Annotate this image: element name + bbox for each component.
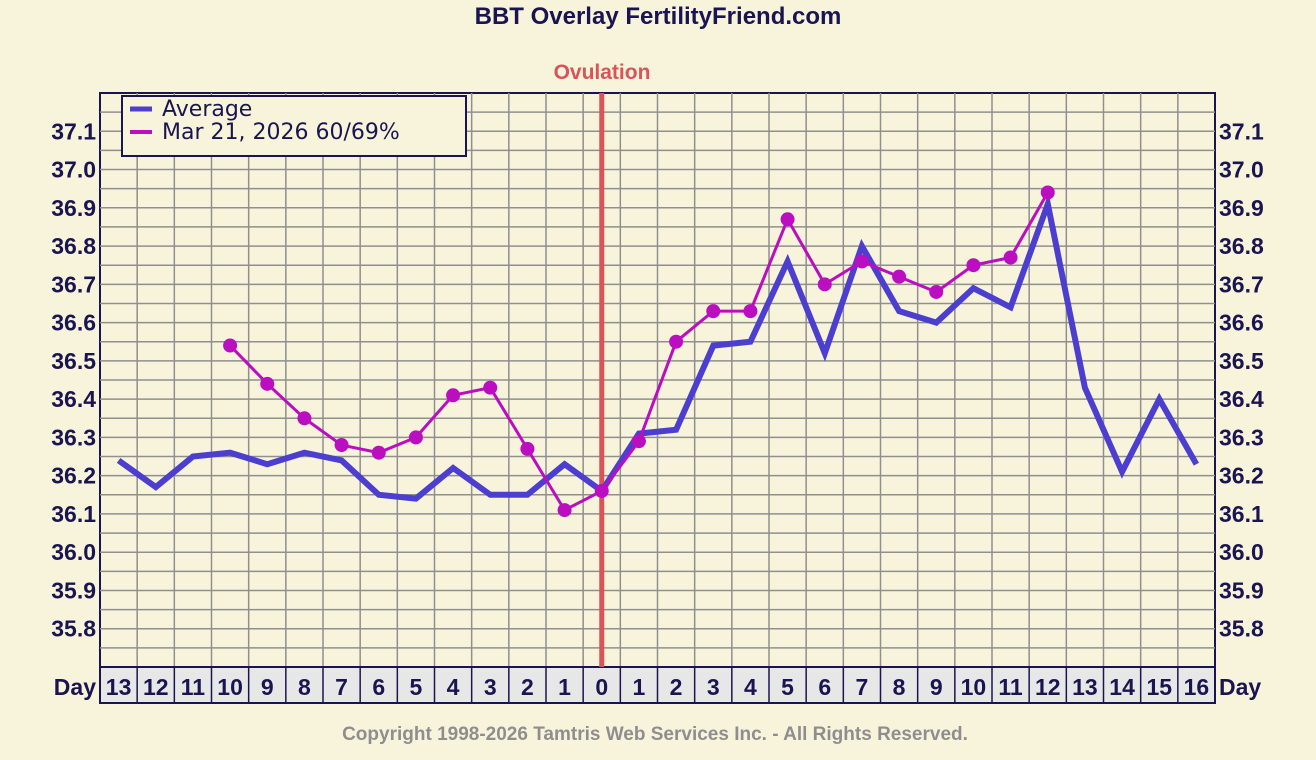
- y-tick-label-left: 35.9: [51, 577, 96, 603]
- x-tick-label: 13: [1072, 674, 1098, 700]
- x-tick-label: 11: [181, 674, 206, 700]
- x-tick-label: 3: [707, 674, 720, 700]
- y-tick-label-left: 37.0: [51, 157, 96, 183]
- series-point-cycle: [594, 483, 609, 498]
- series-point-cycle: [780, 212, 795, 227]
- series-point-cycle: [334, 438, 349, 453]
- x-axis-label-right: Day: [1219, 674, 1261, 700]
- series-layer: [116, 185, 1200, 518]
- y-tick-label-right: 36.2: [1219, 463, 1264, 489]
- series-point-cycle: [929, 284, 944, 299]
- y-tick-label-right: 37.1: [1219, 118, 1264, 144]
- y-tick-label-left: 36.3: [51, 424, 96, 450]
- x-tick-label: 10: [961, 674, 987, 700]
- series-point-cycle: [260, 376, 275, 391]
- x-tick-label: 8: [893, 674, 906, 700]
- x-tick-label: 12: [1035, 674, 1061, 700]
- y-tick-label-right: 36.0: [1219, 539, 1264, 565]
- x-tick-label: 5: [410, 674, 423, 700]
- series-point-cycle: [892, 269, 907, 284]
- x-tick-label: 4: [447, 674, 460, 700]
- x-tick-label: 9: [930, 674, 943, 700]
- y-tick-label-right: 36.3: [1219, 424, 1264, 450]
- series-point-cycle: [408, 430, 423, 445]
- y-tick-label-right: 36.7: [1219, 271, 1264, 297]
- series-point-cycle: [483, 380, 498, 395]
- y-tick-label-right: 36.5: [1219, 348, 1264, 374]
- series-point-cycle: [706, 304, 721, 319]
- x-tick-label: 7: [856, 674, 869, 700]
- series-point-cycle: [557, 503, 572, 518]
- y-tick-label-right: 36.9: [1219, 195, 1264, 221]
- legend-box: [121, 95, 467, 157]
- series-point-cycle: [966, 258, 981, 273]
- legend: Average Mar 21, 2026 60/69%: [121, 95, 467, 157]
- x-tick-label: 15: [1146, 674, 1172, 700]
- chart-title: BBT Overlay FertilityFriend.com: [475, 3, 842, 30]
- series-point-cycle: [817, 277, 832, 292]
- series-point-cycle: [297, 411, 312, 426]
- x-tick-label: 7: [335, 674, 348, 700]
- x-tick-label: 6: [818, 674, 831, 700]
- x-tick-label: 1: [558, 674, 571, 700]
- x-tick-label: 9: [261, 674, 274, 700]
- y-tick-label-left: 36.8: [51, 233, 96, 259]
- series-point-cycle: [520, 441, 535, 456]
- x-tick-label: 10: [217, 674, 243, 700]
- y-tick-label-left: 35.8: [51, 616, 96, 642]
- x-tick-label: 1: [633, 674, 646, 700]
- series-point-cycle: [743, 304, 758, 319]
- x-tick-label: 2: [521, 674, 534, 700]
- x-tick-label: 12: [143, 674, 169, 700]
- legend-average-label: Average: [162, 97, 252, 122]
- ovulation-label: Ovulation: [554, 61, 651, 84]
- x-tick-label: 3: [484, 674, 497, 700]
- grid: [99, 92, 1216, 668]
- y-tick-label-left: 36.4: [51, 386, 96, 412]
- y-tick-label-left: 36.0: [51, 539, 96, 565]
- x-tick-label: 13: [106, 674, 132, 700]
- y-axis-right: 37.1 37.0 36.9 36.8 36.7 36.6 36.5 36.4 36.3 36.2…: [1219, 118, 1264, 641]
- y-tick-label-left: 37.1: [51, 118, 96, 144]
- series-point-cycle: [1040, 185, 1055, 200]
- series-point-cycle: [446, 388, 461, 403]
- y-tick-label-left: 36.7: [51, 271, 96, 297]
- x-tick-label: 14: [1109, 674, 1135, 700]
- series-point-cycle: [371, 445, 386, 460]
- series-point-cycle: [631, 434, 646, 449]
- y-tick-label-right: 36.8: [1219, 233, 1264, 259]
- x-tick-label: 11: [998, 674, 1023, 700]
- series-point-cycle: [1003, 250, 1018, 265]
- x-tick-label: 2: [670, 674, 683, 700]
- x-axis-label-left: Day: [54, 674, 96, 700]
- x-tick-label: 0: [595, 674, 608, 700]
- y-tick-label-left: 36.5: [51, 348, 96, 374]
- y-tick-label-right: 36.1: [1219, 501, 1264, 527]
- y-tick-label-right: 35.8: [1219, 616, 1264, 642]
- y-tick-label-right: 36.4: [1219, 386, 1264, 412]
- x-tick-label: 4: [744, 674, 757, 700]
- copyright: Copyright 1998-2026 Tamtris Web Services…: [342, 724, 968, 745]
- y-axis-left: 37.1 37.0 36.9 36.8 36.7 36.6 36.5 36.4 36.3 36.2…: [51, 118, 96, 641]
- y-tick-label-left: 36.9: [51, 195, 96, 221]
- x-tick-label: 16: [1184, 674, 1210, 700]
- x-tick-label: 8: [298, 674, 311, 700]
- series-point-cycle: [669, 334, 684, 349]
- series-point-cycle: [223, 338, 238, 353]
- x-tick-label: 6: [372, 674, 385, 700]
- series-line-average: [116, 192, 1200, 502]
- y-tick-label-right: 37.0: [1219, 157, 1264, 183]
- legend-cycle-label: Mar 21, 2026 60/69%: [162, 120, 400, 145]
- y-tick-label-right: 36.6: [1219, 310, 1264, 336]
- series-point-cycle: [854, 254, 869, 269]
- x-axis: 13 12 11 10 9 8 7 6 5 4 3 2 1 0 1 2 3 4 5 6 7 8 9 10 11 12 13 14 15 1…: [54, 666, 1261, 704]
- y-tick-label-left: 36.1: [51, 501, 96, 527]
- y-tick-label-left: 36.2: [51, 463, 96, 489]
- y-tick-label-right: 35.9: [1219, 577, 1264, 603]
- x-tick-label: 5: [781, 674, 794, 700]
- y-tick-label-left: 36.6: [51, 310, 96, 336]
